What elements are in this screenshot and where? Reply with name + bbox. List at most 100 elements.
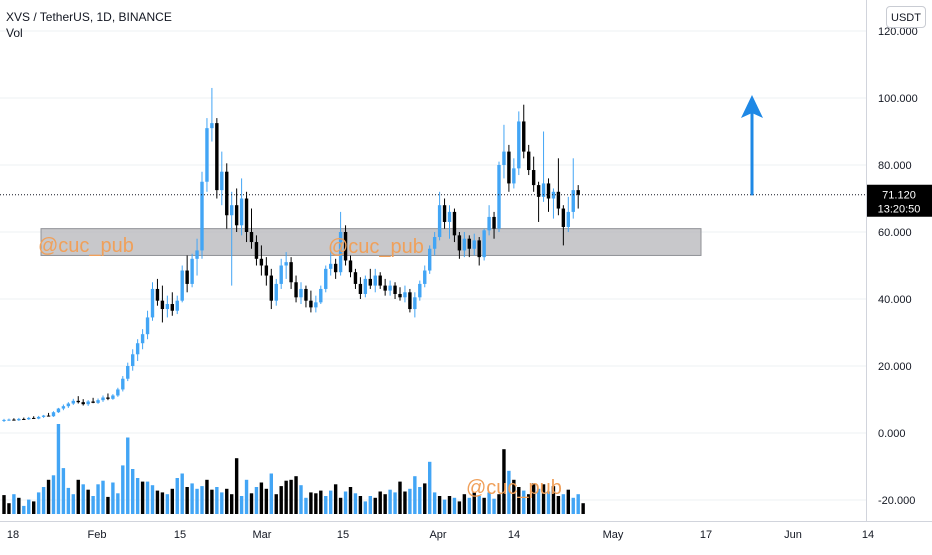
candle	[333, 258, 338, 279]
grid-layer	[0, 30, 866, 501]
candle	[319, 285, 323, 305]
support-zone-rect[interactable]	[40, 228, 702, 256]
candle	[96, 398, 100, 404]
candle	[418, 280, 422, 301]
candle	[517, 111, 521, 176]
volume-bar	[512, 479, 516, 514]
candle-body	[388, 285, 392, 291]
candle	[507, 144, 511, 192]
candle	[220, 151, 224, 206]
volume-bar	[353, 493, 358, 514]
candle	[170, 292, 174, 316]
candle	[363, 275, 368, 298]
volume-bar	[541, 484, 546, 514]
candle	[546, 178, 551, 212]
candle	[324, 265, 328, 293]
time-tick-label: 14	[862, 529, 874, 541]
volume-bar	[581, 503, 585, 514]
candle-body	[546, 183, 551, 199]
volume-bar	[66, 487, 71, 514]
volume-bar	[160, 492, 165, 514]
candle	[274, 278, 278, 306]
candle	[22, 417, 26, 420]
symbol-title[interactable]: XVS / TetherUS, 1D, BINANCE	[6, 10, 172, 24]
candle-body	[106, 397, 110, 399]
volume-bar	[111, 482, 115, 514]
price-axis[interactable]: 120.000 100.000 80.000 60.000 40.000 20.000 0.…	[878, 26, 918, 507]
volume-bar	[546, 491, 551, 514]
price-tick-label: 60.000	[878, 227, 912, 239]
volume-bar	[2, 495, 6, 514]
candle	[190, 253, 194, 288]
candle-body	[274, 283, 278, 301]
candle-body	[205, 128, 209, 182]
candle	[205, 118, 209, 192]
candle-body	[46, 415, 51, 417]
time-tick-label: 17	[700, 529, 712, 541]
candle	[492, 211, 496, 239]
candle-body	[155, 288, 160, 301]
candle-body	[462, 238, 467, 251]
candle-body	[467, 238, 471, 249]
candle-body	[116, 389, 120, 396]
candle-body	[487, 216, 491, 231]
candle-body	[289, 262, 293, 283]
volume-bar	[413, 476, 417, 514]
volume-bar	[249, 493, 254, 514]
time-tick-label: Mar	[253, 529, 272, 541]
volume-bar	[32, 501, 36, 514]
candle-body	[343, 232, 348, 261]
candle-body	[447, 211, 452, 222]
candle	[571, 158, 575, 219]
candle	[279, 258, 283, 289]
candle-body	[36, 416, 41, 419]
candle	[447, 205, 452, 239]
candle	[428, 245, 432, 274]
candle-body	[566, 211, 570, 227]
volume-bar	[131, 469, 135, 514]
candle	[195, 238, 199, 276]
volume-bar	[482, 497, 486, 514]
watermark-layer: @cuc_pub @cuc_pub @cuc_pub	[38, 235, 562, 499]
candle	[348, 255, 353, 278]
time-tick-label: Apr	[429, 529, 446, 541]
candle-body	[234, 205, 239, 226]
volume-indicator-label[interactable]: Vol	[6, 26, 23, 40]
candle-body	[220, 171, 224, 191]
candle	[150, 282, 155, 321]
volume-bar	[556, 496, 561, 514]
candle-body	[190, 258, 194, 284]
volume-bar	[428, 461, 432, 514]
candle-body	[363, 278, 368, 294]
candle	[284, 252, 288, 279]
candle	[56, 407, 61, 413]
candle	[522, 104, 526, 159]
candle-body	[76, 400, 80, 403]
volume-bar	[200, 486, 204, 514]
up-arrow-icon[interactable]	[741, 95, 763, 196]
volume-bar	[51, 475, 56, 514]
time-axis[interactable]: 18 Feb 15 Mar 15 Apr 14 May 17 Jun 14	[7, 529, 874, 541]
volume-bar	[71, 494, 75, 514]
currency-unit-button[interactable]: USDT	[886, 6, 926, 28]
candle-body	[353, 272, 358, 284]
volume-bar	[378, 491, 382, 514]
candle	[358, 277, 363, 299]
volume-bar	[220, 492, 224, 514]
candle-body	[131, 354, 135, 366]
candle	[175, 295, 179, 315]
candle	[398, 287, 402, 301]
volume-bar	[96, 484, 100, 514]
volume-bar	[155, 490, 160, 514]
volume-bar	[333, 484, 338, 514]
candle	[254, 235, 259, 266]
volume-bar	[408, 488, 412, 514]
volume-bar	[106, 496, 110, 514]
time-tick-label: 18	[7, 529, 19, 541]
volume-bar	[393, 492, 397, 514]
candle-body	[259, 258, 264, 266]
volume-bar	[571, 497, 575, 514]
candle-body	[314, 302, 318, 308]
